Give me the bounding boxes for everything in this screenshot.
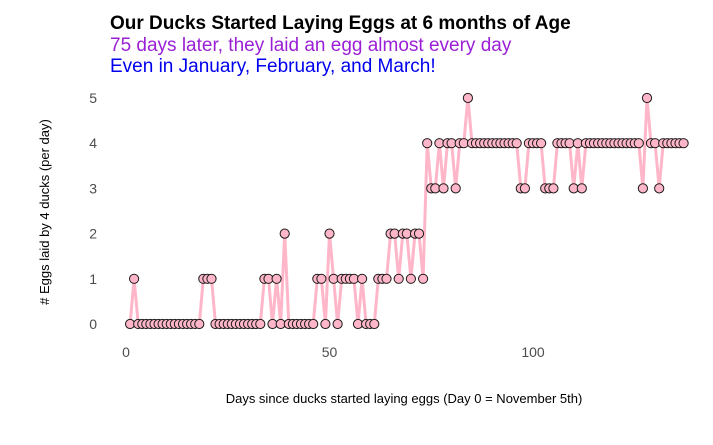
data-point: [548, 183, 559, 194]
data-point: [678, 138, 689, 149]
data-point: [405, 273, 416, 284]
data-point: [576, 183, 587, 194]
data-point: [438, 183, 449, 194]
data-point: [381, 273, 392, 284]
data-point: [316, 273, 327, 284]
y-axis-label: # Eggs laid by 4 ducks (per day): [37, 119, 52, 305]
y-tick-label: 5: [89, 90, 97, 106]
data-point: [324, 228, 335, 239]
data-point: [320, 318, 331, 330]
data-point: [393, 273, 404, 284]
data-point: [519, 183, 531, 194]
data-point: [129, 273, 140, 284]
data-point: [271, 273, 282, 284]
data-point: [450, 183, 461, 194]
x-tick-label: 50: [322, 344, 338, 360]
data-point: [418, 273, 429, 284]
y-tick-label: 4: [89, 135, 97, 151]
chart-title: Our Ducks Started Laying Eggs at 6 month…: [110, 13, 571, 34]
data-point: [279, 228, 290, 239]
series-line: [128, 96, 686, 326]
x-tick-label: 0: [122, 344, 130, 360]
data-point: [511, 138, 522, 149]
y-axis-ticks: 0 1 2 3 4 5: [89, 90, 97, 332]
chart-subtitle-2: Even in January, February, and March!: [110, 56, 436, 77]
data-point: [641, 92, 653, 104]
data-point: [633, 138, 644, 149]
data-point: [369, 318, 380, 330]
data-point: [413, 228, 425, 239]
x-axis-label: Days since ducks started laying eggs (Da…: [226, 391, 583, 406]
data-point: [462, 92, 473, 104]
y-tick-label: 1: [89, 271, 97, 287]
data-point: [637, 183, 649, 194]
data-point: [194, 318, 205, 330]
data-point: [206, 273, 217, 284]
data-point: [536, 138, 547, 149]
chart-subtitle-1: 75 days later, they laid an egg almost e…: [110, 35, 512, 56]
data-point: [422, 138, 433, 149]
data-point: [255, 318, 266, 330]
data-point: [357, 273, 368, 284]
y-tick-label: 3: [89, 180, 97, 196]
y-tick-label: 0: [89, 316, 97, 332]
x-tick-label: 100: [521, 344, 545, 360]
y-tick-label: 2: [89, 226, 97, 242]
x-axis-ticks: 0 50 100: [122, 344, 545, 360]
series-eggs: [125, 92, 689, 330]
data-point: [654, 183, 665, 194]
data-point: [308, 318, 319, 330]
data-point: [332, 318, 343, 330]
